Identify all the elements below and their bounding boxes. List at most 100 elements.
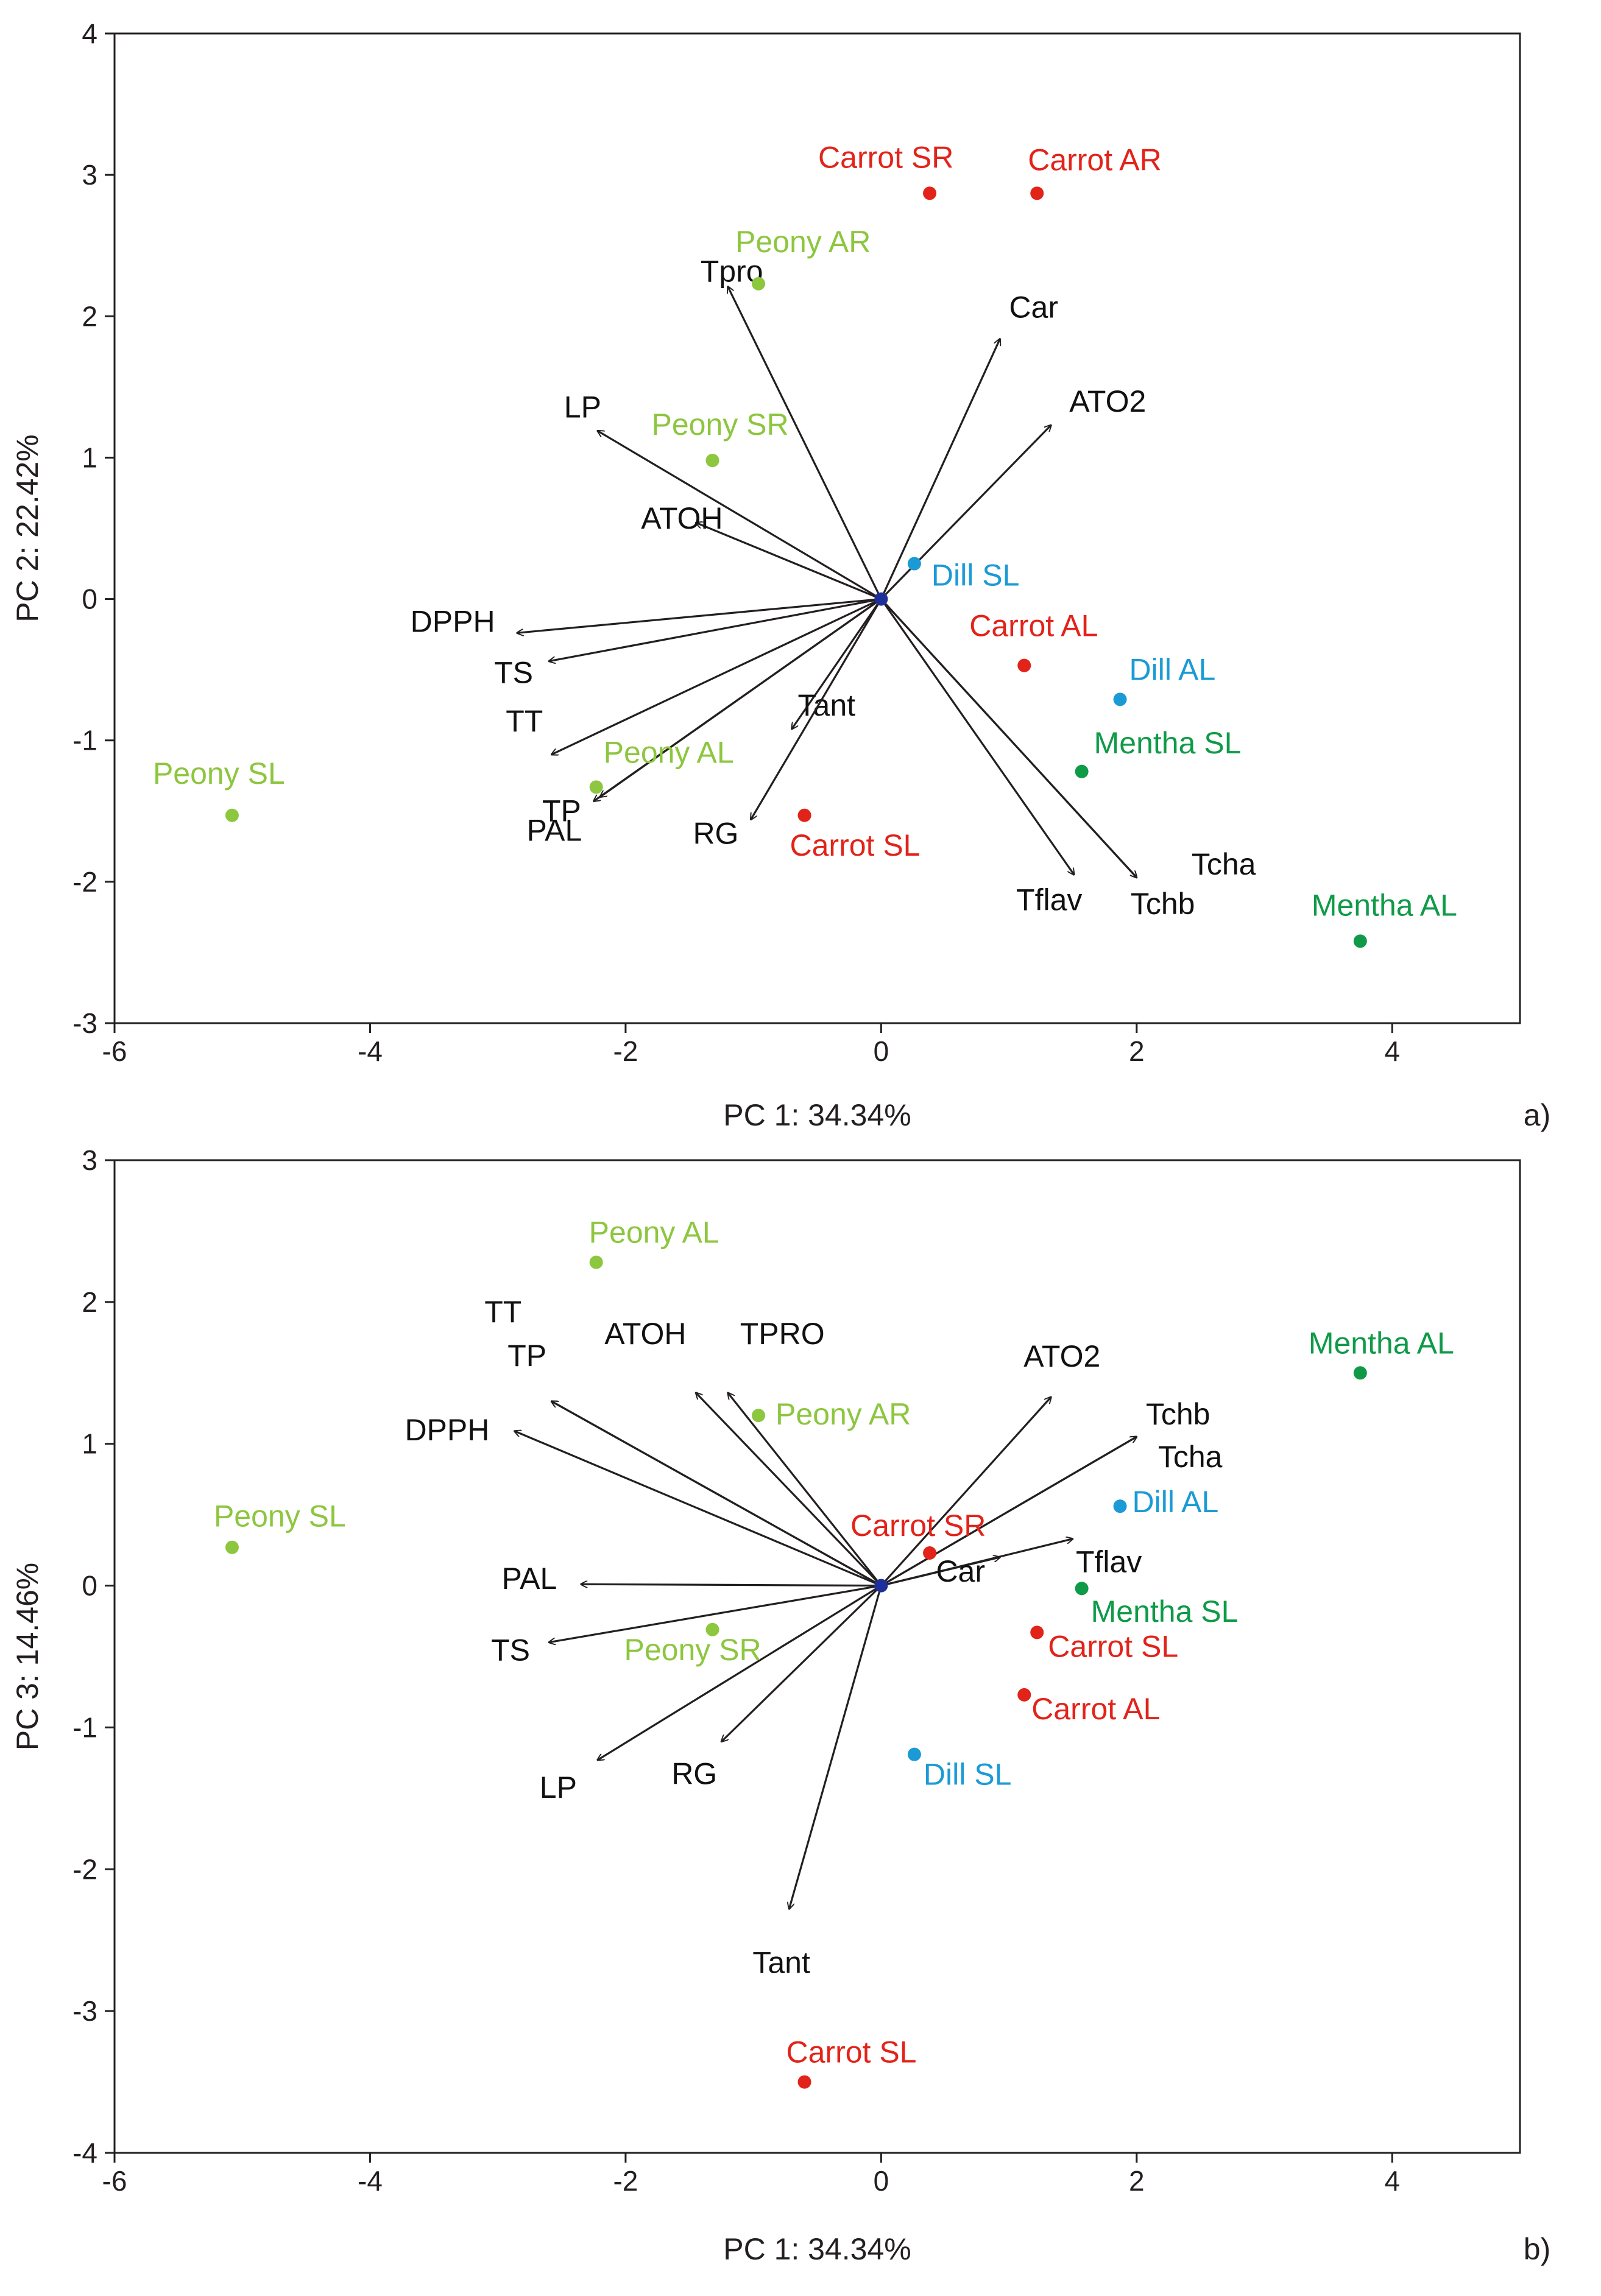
score-point-carrot-al [1017,658,1031,672]
loading-vector-lp [598,431,882,600]
point-label-peony-ar: Peony AR [776,1397,911,1431]
point-label-carrot-sl: Carrot SL [790,828,921,862]
origin-marker [874,592,888,606]
vector-label-tt: TT [506,704,543,738]
point-label-carrot-al: Carrot AL [969,609,1098,643]
score-point-dill-al [1113,692,1127,706]
vector-label-tt: TT [484,1295,521,1329]
vector-label-ato2: ATO2 [1069,384,1146,418]
y-tick-label: -2 [72,1853,97,1885]
loading-vector-tcha [880,1437,1136,1586]
vector-label-tp: TP [507,1339,546,1373]
x-tick-label: -2 [613,1035,638,1067]
loading-vector-lp [598,1585,882,1760]
y-axis-label: PC 2: 22.42% [10,434,44,622]
score-point-peony-sl [225,808,239,822]
loading-vector-pal [581,1584,882,1585]
vector-label-dpph: DPPH [411,604,495,638]
point-label-peony-sr: Peony SR [652,407,789,442]
vector-label-pal: PAL [526,814,582,848]
y-tick-label: 0 [82,583,97,615]
loading-vector-pal [593,598,882,801]
loading-vector-tchb [880,598,1136,878]
x-tick-label: 4 [1384,1035,1400,1067]
vector-label-tp: TP [542,794,581,828]
loading-vector-rg [751,598,882,820]
vector-label-tflav: Tflav [1076,1545,1142,1579]
loading-vector-rg [721,1585,882,1742]
vector-label-ato2: ATO2 [1023,1339,1100,1373]
vector-label-pal: PAL [502,1562,557,1596]
x-tick-label: -2 [613,2165,638,2197]
x-tick-label: -4 [358,1035,383,1067]
vector-label-ts: TS [491,1633,530,1667]
x-tick-label: 2 [1129,1035,1145,1067]
panel-label: b) [1524,2232,1550,2266]
score-point-carrot-sr [923,1546,937,1560]
x-axis-label: PC 1: 34.34% [723,2232,911,2266]
vector-label-tcha: Tcha [1192,847,1256,881]
loading-vector-car [880,1557,1000,1587]
point-label-peony-al: Peony AL [589,1216,719,1250]
vector-label-tchb: Tchb [1131,887,1195,921]
y-tick-label: 0 [82,1570,97,1602]
x-tick-label: 0 [874,2165,889,2197]
y-tick-label: 2 [82,1286,97,1318]
point-label-mentha-al: Mentha AL [1312,888,1457,922]
loading-vector-tant [792,598,882,730]
loading-vector-ts [549,597,882,661]
loading-vector-dpph [514,1431,882,1587]
point-label-peony-sr: Peony SR [624,1633,762,1667]
x-tick-label: 4 [1384,2165,1400,2197]
vector-label-tant: Tant [798,688,856,722]
score-point-peony-al [589,780,603,794]
point-label-carrot-sl: Carrot SL [1048,1629,1178,1663]
point-label-peony-sl: Peony SL [214,1499,346,1534]
y-axis-label: PC 3: 14.46% [10,1563,44,1751]
score-point-carrot-sr [923,186,937,200]
vector-label-lp: LP [540,1770,577,1805]
loading-vector-ts [549,1584,882,1643]
score-point-peony-sl [225,1540,239,1554]
vector-label-atoh: ATOH [604,1317,686,1351]
loading-vector-atoh [696,523,882,600]
score-point-carrot-ar [1030,186,1044,200]
point-label-mentha-al: Mentha AL [1309,1326,1454,1360]
score-point-mentha-sl [1075,1582,1089,1596]
point-label-mentha-sl: Mentha SL [1091,1594,1239,1629]
y-tick-label: 2 [82,300,97,332]
plot-frame [113,32,1521,1024]
vector-label-dpph: DPPH [405,1413,489,1447]
x-tick-label: 2 [1129,2165,1145,2197]
vector-label-atoh: ATOH [641,501,723,535]
loading-vector-tt [551,598,882,755]
score-point-dill-sl [907,557,921,571]
score-point-mentha-al [1353,1366,1367,1380]
vector-label-car: Car [1009,290,1058,324]
point-label-peony-sl: Peony SL [153,756,285,791]
score-point-carrot-al [1017,1688,1031,1702]
vector-label-ts: TS [494,656,533,690]
score-point-carrot-sl [797,2075,811,2089]
point-label-dill-al: Dill AL [1129,652,1216,686]
score-point-mentha-al [1353,934,1367,948]
loading-vector-dpph [517,597,882,633]
y-tick-label: -2 [72,866,97,898]
point-label-peony-al: Peony AL [604,735,734,769]
loading-vector-tant [789,1585,882,1909]
x-tick-label: -6 [102,2165,127,2197]
score-point-carrot-sl [1030,1625,1044,1639]
point-label-mentha-sl: Mentha SL [1094,726,1242,760]
loading-vector-ato2 [880,425,1051,600]
loading-vector-tflav [880,598,1074,875]
x-tick-label: 0 [874,1035,889,1067]
y-tick-label: -3 [72,1007,97,1039]
origin-marker [874,1579,888,1593]
x-axis-label: PC 1: 34.34% [723,1098,911,1132]
score-point-dill-sl [907,1747,921,1761]
x-tick-label: -6 [102,1035,127,1067]
score-point-peony-ar [752,276,766,291]
score-point-peony-ar [752,1409,766,1423]
point-label-carrot-sr: Carrot SR [818,140,953,174]
score-point-peony-al [589,1255,603,1269]
